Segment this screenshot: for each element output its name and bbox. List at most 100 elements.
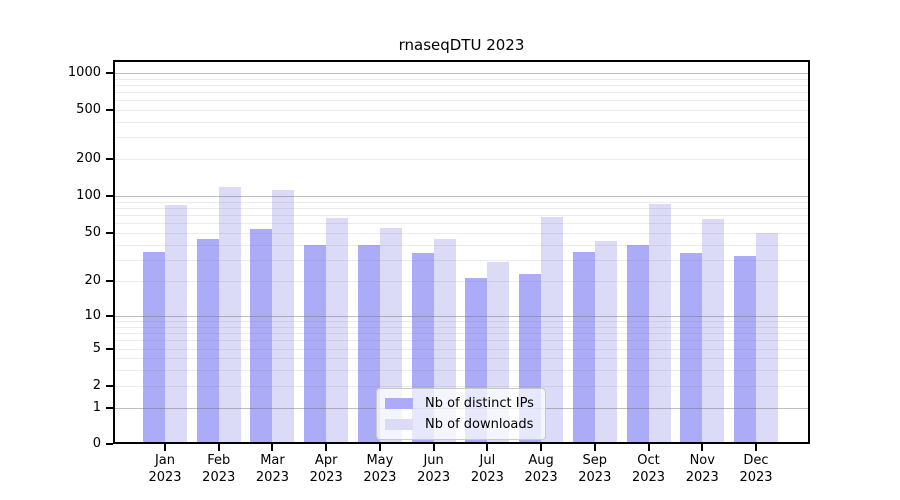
plot-area: 0 1 2 5 10 20 50 100 200 500 1000 Jan 2023 Feb 2023 Mar… xyxy=(68,60,810,485)
y-tick-label-1: 1 xyxy=(92,400,101,415)
y-tick-200 xyxy=(106,158,113,160)
gridline-5 xyxy=(113,349,810,350)
x-tick-mar xyxy=(271,444,274,451)
y-tick-label-0: 0 xyxy=(92,436,101,451)
gridline-10 xyxy=(113,316,810,317)
y-tick-100 xyxy=(106,195,113,197)
gridline-30 xyxy=(113,259,810,261)
gridline-400 xyxy=(113,121,810,123)
legend-label-distinct-ips: Nb of distinct IPs xyxy=(425,396,534,411)
bar-downloads-mar xyxy=(272,189,295,444)
y-tick-label-50: 50 xyxy=(84,225,101,240)
x-tick-label-jun: Jun 2023 xyxy=(417,453,451,485)
gridline-900 xyxy=(113,78,810,80)
legend-row-downloads: Nb of downloads xyxy=(385,416,537,433)
gridline-300 xyxy=(113,137,810,139)
x-tick-label-apr: Apr 2023 xyxy=(309,453,343,485)
bar-downloads-aug xyxy=(541,216,564,444)
bar-downloads-nov xyxy=(702,218,725,444)
legend-label-downloads: Nb of downloads xyxy=(425,417,534,432)
y-tick-label-1000: 1000 xyxy=(67,65,101,80)
chart-title: rnaseqDTU 2023 xyxy=(398,36,525,54)
x-tick-dec xyxy=(754,444,757,451)
x-tick-feb xyxy=(217,444,220,451)
x-tick-jun xyxy=(432,444,435,451)
gridline-20 xyxy=(113,281,810,282)
x-tick-oct xyxy=(647,444,650,451)
bar-downloads-oct xyxy=(648,204,671,444)
legend-swatch-downloads xyxy=(385,419,413,430)
gridline-7 xyxy=(113,332,810,334)
y-tick-50 xyxy=(106,232,113,234)
gridline-90 xyxy=(113,201,810,203)
bar-distinct-ips-feb xyxy=(196,238,219,444)
gridline-60 xyxy=(113,223,810,225)
x-tick-label-feb: Feb 2023 xyxy=(202,453,236,485)
x-tick-label-mar: Mar 2023 xyxy=(255,453,289,485)
y-tick-label-200: 200 xyxy=(76,151,101,166)
gridline-1000 xyxy=(113,73,810,74)
y-tick-5 xyxy=(106,348,113,350)
x-tick-sep xyxy=(593,444,596,451)
x-tick-label-jan: Jan 2023 xyxy=(148,453,182,485)
gridline-200 xyxy=(113,159,810,160)
bar-distinct-ips-nov xyxy=(680,253,703,444)
y-tick-20 xyxy=(106,280,113,282)
gridline-4 xyxy=(113,358,810,359)
gridline-6 xyxy=(113,340,810,342)
legend-row-distinct-ips: Nb of distinct IPs xyxy=(385,395,537,412)
x-tick-label-jul: Jul 2023 xyxy=(470,453,504,485)
bar-downloads-feb xyxy=(218,187,241,444)
y-tick-10 xyxy=(106,315,113,317)
x-tick-label-sep: Sep 2023 xyxy=(578,453,612,485)
gridline-800 xyxy=(113,84,810,86)
gridline-600 xyxy=(113,100,810,102)
gridline-100 xyxy=(113,196,810,197)
legend: Nb of distinct IPs Nb of downloads xyxy=(376,388,546,440)
y-tick-label-10: 10 xyxy=(84,308,101,323)
bar-distinct-ips-oct xyxy=(626,244,649,444)
bar-downloads-sep xyxy=(594,240,617,444)
legend-swatch-distinct-ips xyxy=(385,398,413,409)
x-tick-label-oct: Oct 2023 xyxy=(631,453,666,485)
y-tick-label-20: 20 xyxy=(84,273,101,288)
y-tick-label-100: 100 xyxy=(76,188,101,203)
bar-downloads-jan xyxy=(165,205,187,444)
y-tick-1000 xyxy=(106,72,113,74)
x-tick-jul xyxy=(486,444,489,451)
x-tick-label-aug: Aug 2023 xyxy=(524,453,558,485)
bar-distinct-ips-jan xyxy=(143,251,165,444)
gridline-9 xyxy=(113,321,810,323)
x-tick-label-nov: Nov 2023 xyxy=(685,453,719,485)
y-tick-label-500: 500 xyxy=(76,102,101,117)
gridline-500 xyxy=(113,110,810,111)
gridline-50 xyxy=(113,233,810,234)
gridline-70 xyxy=(113,215,810,217)
gridline-40 xyxy=(113,244,810,246)
x-tick-aug xyxy=(540,444,543,451)
bar-distinct-ips-may xyxy=(357,244,380,444)
bar-distinct-ips-mar xyxy=(250,228,273,444)
x-tick-label-may: May 2023 xyxy=(363,453,397,485)
x-tick-jan xyxy=(164,444,166,451)
x-tick-apr xyxy=(325,444,328,451)
bar-distinct-ips-dec xyxy=(733,256,756,444)
gridline-700 xyxy=(113,92,810,94)
bar-distinct-ips-sep xyxy=(572,251,595,444)
gridline-8 xyxy=(113,326,810,328)
x-tick-nov xyxy=(701,444,704,451)
y-tick-0 xyxy=(106,443,113,445)
y-tick-1 xyxy=(106,407,113,409)
gridline-2 xyxy=(113,386,810,387)
bar-distinct-ips-apr xyxy=(304,244,327,444)
y-tick-2 xyxy=(106,385,113,387)
gridline-80 xyxy=(113,207,810,209)
grid-layer xyxy=(113,60,810,444)
bar-downloads-apr xyxy=(326,218,349,444)
x-tick-may xyxy=(378,444,381,451)
y-tick-500 xyxy=(106,109,113,111)
y-tick-label-2: 2 xyxy=(92,378,101,393)
x-tick-label-dec: Dec 2023 xyxy=(739,453,773,485)
gridline-3 xyxy=(113,369,810,371)
